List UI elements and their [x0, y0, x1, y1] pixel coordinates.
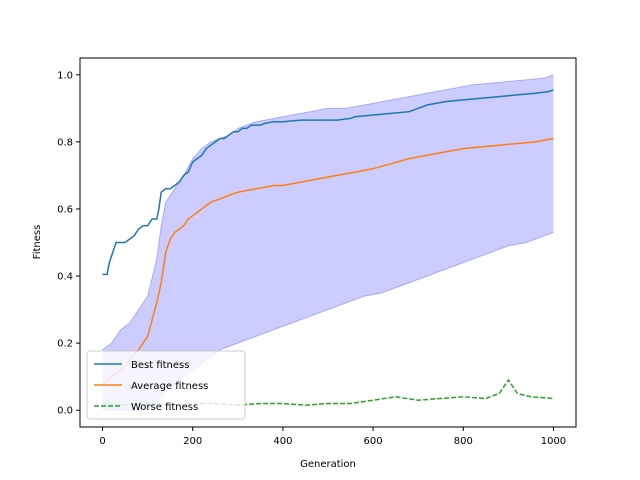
x-tick-label: 800	[454, 436, 473, 447]
series-lines	[102, 89, 554, 406]
series-line-best-fitness	[102, 89, 554, 276]
y-axis-label: Fitness	[32, 225, 43, 260]
y-tick-label: 0.2	[57, 339, 73, 350]
y-tick-label: 1.0	[57, 70, 73, 81]
legend-label-worse: Worse fitness	[131, 402, 198, 413]
y-tick-label: 0.0	[57, 406, 73, 417]
series-line-average-fitness	[102, 137, 554, 385]
legend-label-average: Average fitness	[131, 381, 208, 392]
y-axis-ticks: 0.0 0.2 0.4 0.6 0.8 1.0	[57, 70, 80, 417]
y-tick-label: 0.6	[57, 204, 73, 215]
y-tick-label: 0.4	[57, 272, 73, 283]
axes-frame	[79, 57, 577, 428]
legend-box	[86, 350, 246, 420]
y-tick-label: 0.8	[57, 137, 73, 148]
x-tick-label: 1000	[541, 436, 566, 447]
legend: Best fitness Average fitness Worse fitne…	[86, 350, 246, 420]
x-tick-label: 600	[364, 436, 383, 447]
x-tick-label: 400	[273, 436, 292, 447]
x-axis-ticks: 0 200 400 600 800 1000	[99, 427, 566, 447]
x-tick-label: 200	[183, 436, 202, 447]
series-line-worse-fitness	[102, 378, 554, 406]
x-axis-label: Generation	[300, 459, 356, 470]
x-tick-label: 0	[99, 436, 105, 447]
fitness-range-upper-edge	[102, 74, 554, 351]
fitness-range-band	[102, 74, 554, 411]
legend-label-best: Best fitness	[131, 360, 189, 371]
